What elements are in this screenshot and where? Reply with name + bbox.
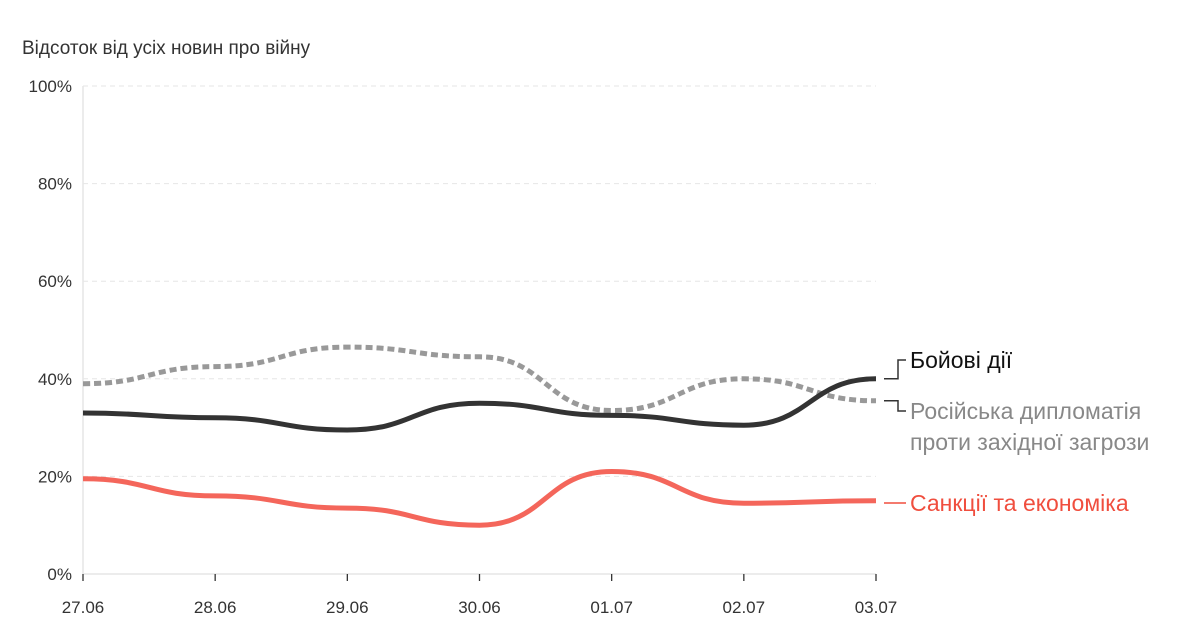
y-tick-label: 60% [38, 272, 72, 291]
label-connector [884, 400, 906, 412]
y-axis-title: Відсоток від усіх новин про війну [22, 38, 311, 59]
x-tick-label: 30.06 [458, 598, 501, 617]
y-tick-label: 100% [29, 77, 72, 96]
series-label: Санкції та економіка [910, 490, 1129, 516]
series-lines [82, 344, 877, 528]
y-tick-label: 40% [38, 370, 72, 389]
x-tick-label: 03.07 [855, 598, 898, 617]
series-label: проти західної загрози [910, 429, 1149, 455]
series-line [82, 344, 877, 413]
series-labels: Бойові дії Російська дипломатія проти захі… [884, 347, 1149, 516]
axes: 0% 20% 40% 60% 80% 100% 27.06 28.06 29.06 30.06 01… [29, 77, 898, 617]
y-tick-label: 80% [38, 175, 72, 194]
x-tick-label: 29.06 [326, 598, 369, 617]
x-tick-label: 28.06 [194, 598, 237, 617]
x-tick-label: 02.07 [723, 598, 766, 617]
series-label: Російська дипломатія [910, 398, 1141, 424]
series-line [82, 376, 877, 433]
x-tick-label: 01.07 [590, 598, 633, 617]
y-tick-label: 20% [38, 467, 72, 486]
series-line [82, 469, 877, 528]
series-label: Бойові дії [910, 347, 1013, 373]
y-tick-label: 0% [47, 565, 72, 584]
x-tick-label: 27.06 [62, 598, 105, 617]
label-connector [884, 359, 906, 380]
